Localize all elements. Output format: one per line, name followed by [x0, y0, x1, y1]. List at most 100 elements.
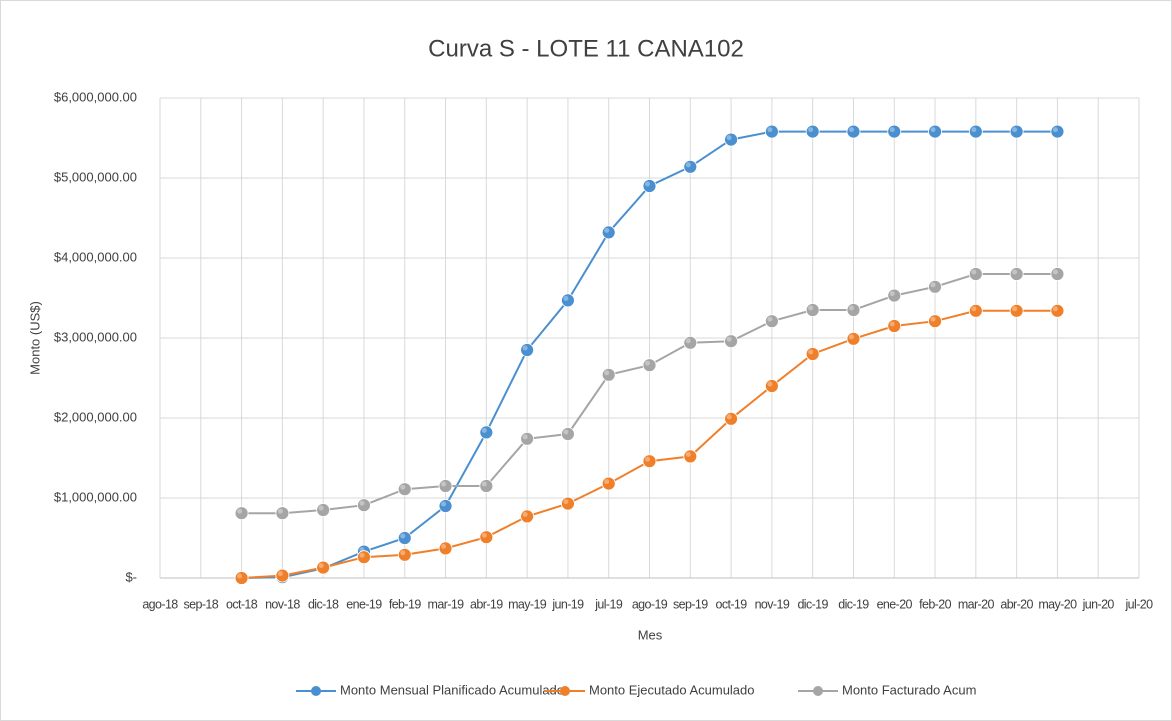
data-point-shine: [1052, 306, 1058, 312]
data-point: [968, 303, 983, 318]
data-point: [357, 550, 371, 565]
data-point: [561, 427, 575, 441]
data-point: [928, 279, 942, 294]
data-point: [642, 454, 657, 469]
data-point: [846, 331, 861, 346]
data-point-shine: [685, 162, 691, 168]
x-tick-label: oct-19: [716, 597, 748, 611]
data-point-shine: [237, 508, 243, 514]
data-point-shine: [563, 429, 569, 435]
x-tick-label: sep-19: [673, 597, 708, 611]
data-point: [234, 506, 249, 521]
data-point: [601, 225, 616, 240]
data-point: [1009, 124, 1024, 139]
data-point: [438, 479, 453, 493]
data-point-shine: [604, 227, 610, 233]
data-point-shine: [808, 349, 814, 355]
data-point-shine: [726, 135, 732, 141]
x-tick-label: dic-19: [797, 597, 828, 611]
data-point-shine: [277, 571, 283, 577]
legend-marker: [311, 686, 321, 696]
x-tick-label: jun-19: [551, 597, 584, 611]
data-point-shine: [889, 321, 895, 327]
x-tick-label: ago-19: [632, 597, 668, 611]
data-point-shine: [1052, 127, 1058, 133]
data-point-shine: [522, 345, 528, 351]
data-point-shine: [522, 511, 528, 517]
legend-marker: [813, 686, 823, 696]
data-point-shine: [441, 501, 447, 507]
data-point-shine: [808, 127, 814, 133]
data-point-shine: [604, 370, 610, 376]
data-point-shine: [359, 552, 365, 558]
data-point-shine: [1012, 127, 1018, 133]
x-tick-label: nov-19: [755, 597, 790, 611]
data-point: [724, 334, 738, 349]
data-point-shine: [848, 305, 854, 311]
x-tick-label: may-20: [1038, 597, 1077, 611]
data-point-shine: [889, 127, 895, 133]
data-point-shine: [481, 532, 487, 538]
data-point: [724, 411, 738, 426]
data-point-shine: [645, 456, 650, 462]
data-point-shine: [237, 573, 243, 579]
x-tick-label: jun-20: [1082, 597, 1115, 611]
data-point-shine: [971, 269, 977, 275]
data-point: [275, 568, 290, 583]
data-point: [805, 124, 820, 139]
data-point-shine: [808, 305, 814, 311]
data-point: [561, 293, 575, 308]
x-tick-label: may-19: [508, 597, 547, 611]
data-point-shine: [767, 316, 773, 322]
data-point-shine: [563, 295, 569, 301]
data-point: [846, 124, 861, 139]
data-point: [642, 179, 657, 193]
data-point: [1009, 267, 1024, 281]
data-point-shine: [645, 360, 650, 366]
data-point-shine: [726, 336, 732, 342]
data-point: [479, 479, 494, 493]
x-tick-label: nov-18: [265, 597, 300, 611]
data-point-shine: [441, 481, 447, 487]
data-point: [520, 343, 535, 357]
data-point: [968, 124, 983, 139]
data-point-shine: [930, 316, 936, 322]
data-point-shine: [481, 427, 487, 433]
x-tick-label: jul-20: [1125, 597, 1154, 611]
data-point-shine: [930, 282, 936, 288]
data-point: [234, 571, 249, 585]
data-point: [928, 124, 942, 139]
data-point: [764, 124, 779, 139]
data-point: [805, 347, 820, 361]
data-point-shine: [848, 127, 854, 133]
data-point: [1050, 267, 1065, 281]
data-point: [805, 303, 820, 317]
data-point-shine: [318, 563, 324, 569]
data-point: [397, 531, 412, 545]
data-point-shine: [277, 508, 283, 514]
y-axis-label: Monto (US$): [27, 301, 42, 375]
data-point-shine: [1012, 269, 1018, 275]
x-tick-label: dic-19: [838, 597, 869, 611]
data-point: [479, 530, 494, 545]
data-point: [968, 267, 983, 281]
y-tick-label: $3,000,000.00: [54, 329, 137, 344]
x-tick-label: sep-18: [183, 597, 218, 611]
data-point-shine: [481, 481, 487, 487]
x-tick-label: ago-18: [142, 597, 178, 611]
data-point-shine: [767, 127, 773, 133]
data-point-shine: [604, 479, 610, 485]
legend-label: Monto Facturado Acum: [842, 682, 976, 697]
data-point: [561, 496, 575, 511]
data-point-shine: [685, 338, 691, 344]
data-point: [846, 303, 861, 317]
data-point: [928, 314, 942, 329]
x-tick-label: dic-18: [308, 597, 339, 611]
data-point-shine: [971, 306, 977, 312]
data-point: [887, 124, 902, 139]
data-point-shine: [400, 550, 406, 556]
data-point-shine: [441, 543, 447, 549]
data-point: [316, 503, 331, 517]
x-tick-label: abr-19: [470, 597, 503, 611]
data-point-shine: [400, 533, 406, 539]
